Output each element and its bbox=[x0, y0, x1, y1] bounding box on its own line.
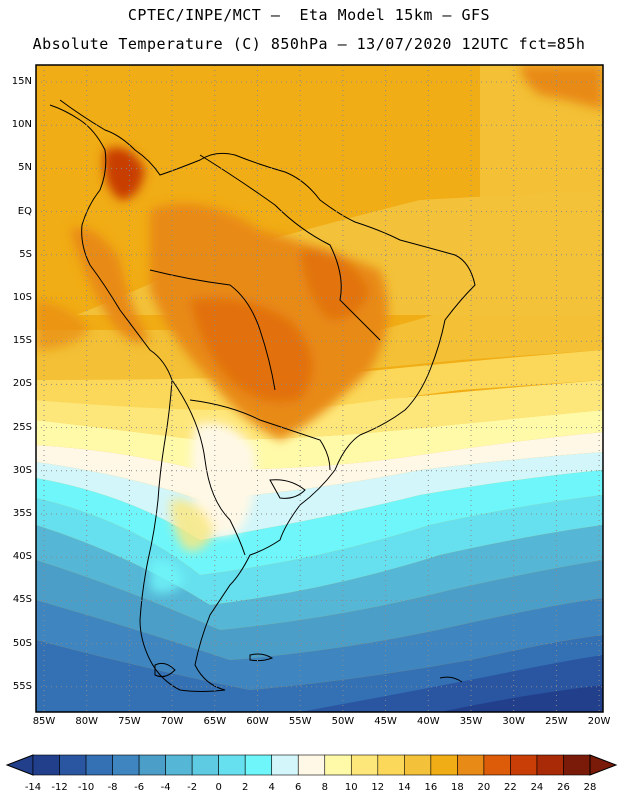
lon-tick-label: 20W bbox=[587, 716, 611, 727]
lat-tick-label: 10S bbox=[12, 292, 32, 303]
southern-cone-pale-blobs bbox=[150, 422, 256, 594]
lat-tick-label: 5S bbox=[19, 248, 32, 260]
gold-band bbox=[36, 65, 603, 385]
darkest-blue-band bbox=[440, 685, 603, 712]
colorbar-swatch bbox=[483, 754, 511, 776]
colorbar-tick-label: 6 bbox=[295, 782, 302, 793]
colorbar-tick-label: 18 bbox=[451, 782, 464, 793]
colorbar-swatch bbox=[297, 754, 326, 776]
lon-tick-label: 75W bbox=[118, 716, 141, 727]
lat-tick-label: 20S bbox=[12, 378, 32, 390]
colorbar-under-arrow bbox=[5, 754, 34, 776]
colorbar-swatch bbox=[404, 754, 432, 776]
colorbar-swatch bbox=[563, 754, 591, 776]
lat-tick-label: 30S bbox=[12, 464, 32, 476]
temperature-field bbox=[36, 65, 603, 712]
colorbar-tick-label: -4 bbox=[160, 782, 171, 793]
colorbar-tick-label: 20 bbox=[477, 782, 491, 793]
map-frame bbox=[35, 64, 604, 713]
colorbar-swatch bbox=[350, 754, 379, 776]
lat-tick-label: 35S bbox=[12, 508, 32, 519]
lon-tick-label: 85W bbox=[32, 716, 56, 727]
lon-tick-label: 55W bbox=[288, 716, 312, 727]
lon-tick-label: 60W bbox=[246, 716, 269, 727]
colorbar-tick-label: -12 bbox=[51, 782, 68, 793]
cyan-band bbox=[36, 470, 603, 575]
sky-band bbox=[36, 525, 603, 630]
lon-tick-label: 80W bbox=[75, 716, 98, 727]
colorbar-swatch bbox=[191, 754, 219, 776]
colorbar-tick-label: -10 bbox=[77, 782, 95, 793]
colorbar-swatch bbox=[165, 754, 193, 776]
colorbar-swatch bbox=[536, 754, 564, 776]
lat-tick-label: 40S bbox=[12, 551, 32, 563]
colorbar-swatch bbox=[324, 754, 352, 776]
colorbar-swatch bbox=[457, 754, 485, 776]
lat-tick-label: 5N bbox=[18, 162, 32, 174]
colorbar-tick-label: 14 bbox=[397, 782, 411, 793]
colorbar-swatch bbox=[85, 754, 113, 776]
lon-tick-label: 70W bbox=[160, 716, 184, 727]
lon-tick-label: 65W bbox=[203, 716, 227, 727]
colorbar-swatch bbox=[138, 754, 166, 776]
colorbar-tick-label: 10 bbox=[344, 782, 358, 793]
mid-blue-band bbox=[36, 598, 603, 690]
lat-tick-label: 55S bbox=[12, 680, 32, 692]
colorbar-tick-label: 26 bbox=[557, 782, 570, 793]
lat-tick-label: EQ bbox=[17, 205, 32, 217]
map-title-line1: CPTEC/INPE/MCT — Eta Model 15km — GFS bbox=[127, 6, 491, 24]
colorbar-over-arrow bbox=[589, 754, 618, 776]
colorbar-swatch bbox=[59, 754, 87, 776]
lat-tick-label: 50S bbox=[12, 637, 32, 649]
colorbar-swatch bbox=[32, 754, 60, 776]
colorbar-tick-label: 0 bbox=[215, 782, 222, 793]
lat-tick-label: 25S bbox=[12, 421, 32, 433]
colorbar-swatch bbox=[112, 754, 140, 776]
colorbar bbox=[5, 754, 618, 776]
coastlines bbox=[49, 99, 476, 692]
colorbar-tick-label: -6 bbox=[134, 782, 145, 793]
colorbar-swatch bbox=[244, 754, 273, 776]
colorbar-swatch bbox=[510, 754, 538, 776]
lat-tick-label: 45S bbox=[12, 594, 32, 606]
lat-tick-label: 15N bbox=[11, 76, 32, 87]
colorbar-tick-label: -2 bbox=[187, 782, 198, 793]
colorbar-tick-label: 2 bbox=[242, 782, 249, 793]
lon-tick-label: 35W bbox=[459, 716, 483, 727]
lon-tick-label: 25W bbox=[545, 716, 568, 727]
colorbar-tick-label: 24 bbox=[530, 782, 544, 793]
lon-tick-label: 50W bbox=[331, 716, 355, 727]
colorbar-tick-label: 8 bbox=[321, 782, 328, 793]
colorbar-tick-label: 22 bbox=[504, 782, 517, 793]
colorbar-swatch bbox=[377, 754, 405, 776]
colorbar-swatch bbox=[271, 754, 299, 776]
colorbar-swatch bbox=[430, 754, 458, 776]
blue-band bbox=[36, 560, 603, 660]
colorbar-tick-label: -8 bbox=[107, 782, 118, 793]
lat-tick-label: 10N bbox=[11, 119, 32, 131]
lon-tick-label: 45W bbox=[374, 716, 397, 727]
colorbar-tick-label: 28 bbox=[583, 782, 597, 793]
cream-band bbox=[36, 432, 603, 500]
colorbar-tick-label: 12 bbox=[371, 782, 385, 793]
colorbar-tick-label: -14 bbox=[24, 782, 42, 793]
colorbar-tick-label: 16 bbox=[424, 782, 438, 793]
lon-tick-label: 40W bbox=[416, 716, 440, 727]
lat-tick-label: 15S bbox=[12, 335, 32, 347]
colorbar-swatch bbox=[218, 754, 246, 776]
map-title-line2: Absolute Temperature (C) 850hPa — 13/07/… bbox=[32, 35, 586, 53]
lon-tick-label: 30W bbox=[502, 716, 525, 727]
continental-warm-blobs bbox=[36, 65, 603, 440]
colorbar-tick-label: 4 bbox=[268, 782, 275, 793]
